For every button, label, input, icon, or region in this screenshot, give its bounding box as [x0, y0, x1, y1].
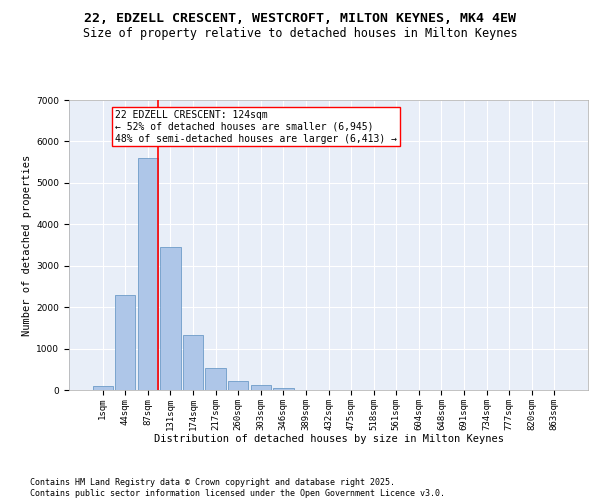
Bar: [92, 386, 113, 390]
Bar: [228, 382, 248, 390]
Bar: [251, 384, 271, 390]
Bar: [115, 294, 136, 390]
Bar: [183, 336, 203, 390]
Bar: [160, 247, 181, 390]
Bar: [205, 368, 226, 390]
Y-axis label: Number of detached properties: Number of detached properties: [22, 154, 32, 336]
Bar: [138, 158, 158, 390]
Bar: [273, 388, 293, 390]
Text: 22 EDZELL CRESCENT: 124sqm
← 52% of detached houses are smaller (6,945)
48% of s: 22 EDZELL CRESCENT: 124sqm ← 52% of deta…: [115, 110, 397, 144]
Text: 22, EDZELL CRESCENT, WESTCROFT, MILTON KEYNES, MK4 4EW: 22, EDZELL CRESCENT, WESTCROFT, MILTON K…: [84, 12, 516, 26]
X-axis label: Distribution of detached houses by size in Milton Keynes: Distribution of detached houses by size …: [154, 434, 503, 444]
Text: Size of property relative to detached houses in Milton Keynes: Size of property relative to detached ho…: [83, 28, 517, 40]
Text: Contains HM Land Registry data © Crown copyright and database right 2025.
Contai: Contains HM Land Registry data © Crown c…: [30, 478, 445, 498]
